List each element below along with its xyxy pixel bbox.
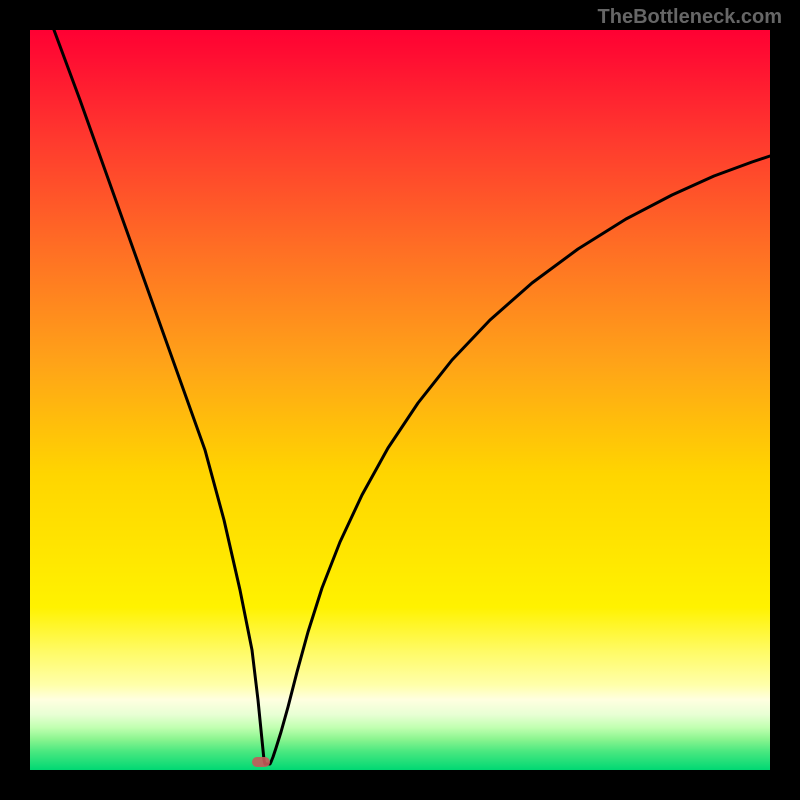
- bottleneck-chart: TheBottleneck.com: [0, 0, 800, 800]
- minimum-marker: [252, 757, 270, 767]
- chart-svg: [0, 0, 800, 800]
- plot-background: [30, 30, 770, 770]
- watermark-text: TheBottleneck.com: [598, 6, 782, 29]
